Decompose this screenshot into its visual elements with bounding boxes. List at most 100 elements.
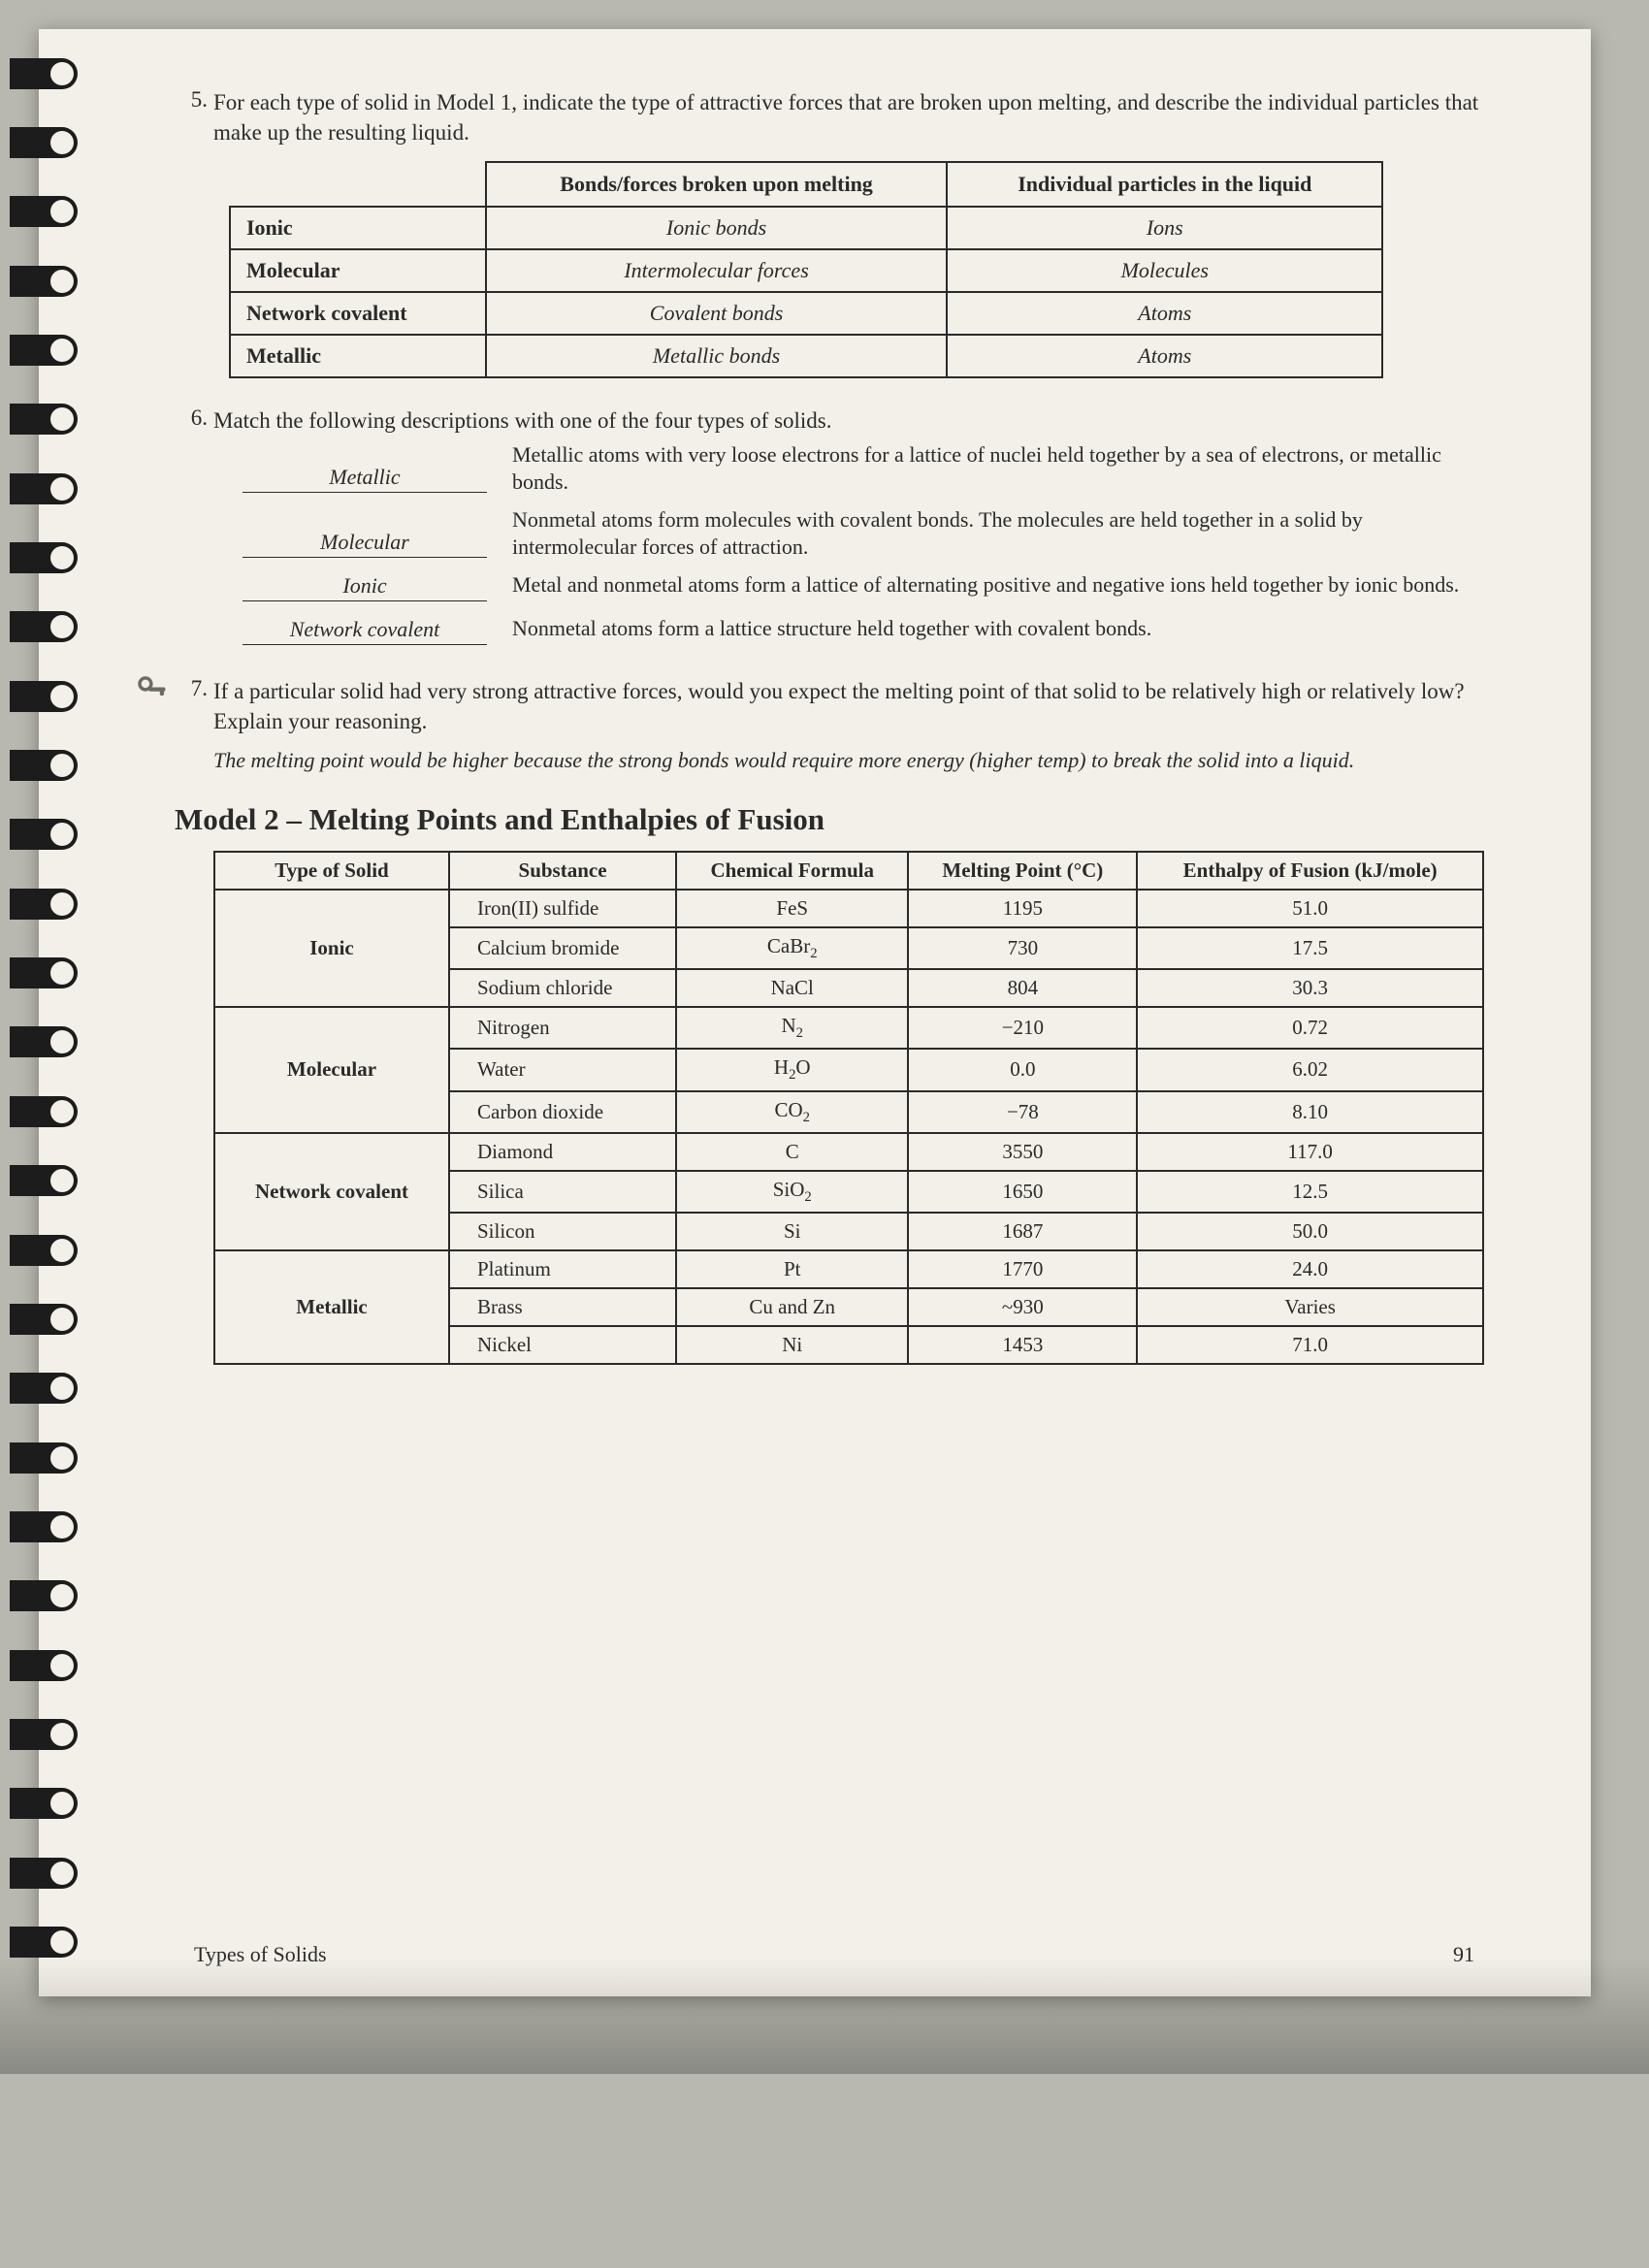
- match-description: Metallic atoms with very loose electrons…: [512, 441, 1484, 497]
- cell-enthalpy: 0.72: [1137, 1007, 1483, 1049]
- cell-substance: Diamond: [449, 1133, 676, 1171]
- row-label: Metallic: [230, 335, 486, 377]
- group-type: Network covalent: [214, 1133, 449, 1250]
- cell-enthalpy: 8.10: [1137, 1091, 1483, 1133]
- cell-melting-point: ~930: [908, 1288, 1137, 1326]
- page-number: 91: [1453, 1942, 1474, 1967]
- cell-formula: FeS: [676, 890, 908, 927]
- cell-formula: CO2: [676, 1091, 908, 1133]
- question-text: Match the following descriptions with on…: [213, 405, 1484, 436]
- cell-particles: Atoms: [947, 335, 1382, 377]
- cell-forces: Covalent bonds: [486, 292, 947, 335]
- match-answer: Metallic: [242, 463, 487, 493]
- cell-substance: Calcium bromide: [449, 927, 676, 969]
- cell-formula: Ni: [676, 1326, 908, 1364]
- cell-substance: Silica: [449, 1171, 676, 1213]
- cell-melting-point: 730: [908, 927, 1137, 969]
- model-2-heading: Model 2 – Melting Points and Enthalpies …: [175, 802, 1484, 837]
- cell-enthalpy: 6.02: [1137, 1049, 1483, 1090]
- match-answer: Molecular: [242, 528, 487, 558]
- table-corner: [230, 162, 486, 207]
- cell-substance: Sodium chloride: [449, 969, 676, 1007]
- cell-substance: Platinum: [449, 1250, 676, 1288]
- footer-title: Types of Solids: [194, 1942, 327, 1967]
- table-row: Network covalent Covalent bonds Atoms: [230, 292, 1382, 335]
- col-substance: Substance: [449, 852, 676, 890]
- table-row: Molecular Intermolecular forces Molecule…: [230, 249, 1382, 292]
- cell-enthalpy: 71.0: [1137, 1326, 1483, 1364]
- cell-formula: CaBr2: [676, 927, 908, 969]
- cell-formula: C: [676, 1133, 908, 1171]
- cell-melting-point: 3550: [908, 1133, 1137, 1171]
- match-answer: Network covalent: [242, 615, 487, 645]
- cell-enthalpy: 51.0: [1137, 890, 1483, 927]
- page-footer: Types of Solids 91: [194, 1942, 1474, 1967]
- cell-particles: Atoms: [947, 292, 1382, 335]
- cell-substance: Brass: [449, 1288, 676, 1326]
- cell-substance: Water: [449, 1049, 676, 1090]
- cell-enthalpy: 50.0: [1137, 1213, 1483, 1250]
- match-row: Ionic Metal and nonmetal atoms form a la…: [242, 571, 1484, 605]
- cell-enthalpy: 17.5: [1137, 927, 1483, 969]
- cell-substance: Nitrogen: [449, 1007, 676, 1049]
- cell-melting-point: 1770: [908, 1250, 1137, 1288]
- question-text: For each type of solid in Model 1, indic…: [213, 87, 1484, 147]
- table-row: Ionic Ionic bonds Ions: [230, 207, 1382, 249]
- key-icon: [136, 674, 169, 707]
- cell-substance: Carbon dioxide: [449, 1091, 676, 1133]
- cell-enthalpy: 117.0: [1137, 1133, 1483, 1171]
- question-6: 6. Match the following descriptions with…: [213, 405, 1484, 649]
- cell-enthalpy: 24.0: [1137, 1250, 1483, 1288]
- col-header-forces: Bonds/forces broken upon melting: [486, 162, 947, 207]
- col-mp: Melting Point (°C): [908, 852, 1137, 890]
- match-description: Nonmetal atoms form molecules with coval…: [512, 506, 1484, 562]
- match-row: Network covalent Nonmetal atoms form a l…: [242, 615, 1484, 649]
- cell-enthalpy: Varies: [1137, 1288, 1483, 1326]
- col-header-particles: Individual particles in the liquid: [947, 162, 1382, 207]
- question-7: 7. If a particular solid had very strong…: [213, 676, 1484, 775]
- table-row: IonicIron(II) sulfideFeS119551.0: [214, 890, 1483, 927]
- cell-formula: H2O: [676, 1049, 908, 1090]
- cell-melting-point: 0.0: [908, 1049, 1137, 1090]
- question-number: 6.: [171, 405, 208, 431]
- q5-table: Bonds/forces broken upon melting Individ…: [229, 161, 1383, 378]
- cell-melting-point: 804: [908, 969, 1137, 1007]
- question-5: 5. For each type of solid in Model 1, in…: [213, 87, 1484, 378]
- cell-melting-point: −210: [908, 1007, 1137, 1049]
- match-description: Metal and nonmetal atoms form a lattice …: [512, 571, 1484, 599]
- match-row: Molecular Nonmetal atoms form molecules …: [242, 506, 1484, 562]
- col-type: Type of Solid: [214, 852, 449, 890]
- scan-frame: 5. For each type of solid in Model 1, in…: [0, 0, 1649, 2268]
- model-2-table: Type of Solid Substance Chemical Formula…: [213, 851, 1484, 1365]
- table-row: MolecularNitrogenN2−2100.72: [214, 1007, 1483, 1049]
- table-row: Metallic Metallic bonds Atoms: [230, 335, 1382, 377]
- cell-formula: Pt: [676, 1250, 908, 1288]
- group-type: Ionic: [214, 890, 449, 1007]
- match-answer: Ionic: [242, 571, 487, 601]
- cell-melting-point: 1453: [908, 1326, 1137, 1364]
- cell-forces: Metallic bonds: [486, 335, 947, 377]
- row-label: Ionic: [230, 207, 486, 249]
- question-answer: The melting point would be higher becaus…: [213, 746, 1484, 775]
- cell-formula: Si: [676, 1213, 908, 1250]
- cell-particles: Ions: [947, 207, 1382, 249]
- cell-formula: NaCl: [676, 969, 908, 1007]
- table-row: Network covalentDiamondC3550117.0: [214, 1133, 1483, 1171]
- cell-substance: Nickel: [449, 1326, 676, 1364]
- cell-melting-point: 1195: [908, 890, 1137, 927]
- cell-melting-point: 1687: [908, 1213, 1137, 1250]
- cell-forces: Intermolecular forces: [486, 249, 947, 292]
- cell-particles: Molecules: [947, 249, 1382, 292]
- table-row: MetallicPlatinumPt177024.0: [214, 1250, 1483, 1288]
- cell-formula: SiO2: [676, 1171, 908, 1213]
- cell-melting-point: 1650: [908, 1171, 1137, 1213]
- cell-enthalpy: 12.5: [1137, 1171, 1483, 1213]
- cell-formula: Cu and Zn: [676, 1288, 908, 1326]
- question-number: 5.: [171, 87, 208, 113]
- cell-melting-point: −78: [908, 1091, 1137, 1133]
- match-description: Nonmetal atoms form a lattice structure …: [512, 615, 1484, 643]
- col-formula: Chemical Formula: [676, 852, 908, 890]
- col-hf: Enthalpy of Fusion (kJ/mole): [1137, 852, 1483, 890]
- question-text: If a particular solid had very strong at…: [213, 676, 1484, 736]
- group-type: Metallic: [214, 1250, 449, 1364]
